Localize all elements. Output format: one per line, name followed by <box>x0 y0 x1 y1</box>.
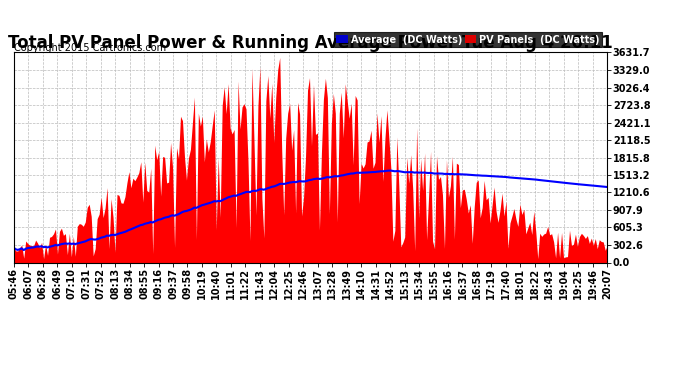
Text: Copyright 2015 Cartronics.com: Copyright 2015 Cartronics.com <box>14 43 166 53</box>
Legend: Average  (DC Watts), PV Panels  (DC Watts): Average (DC Watts), PV Panels (DC Watts) <box>333 32 602 47</box>
Title: Total PV Panel Power & Running Average Power Tue Aug 4 20:11: Total PV Panel Power & Running Average P… <box>8 34 613 53</box>
